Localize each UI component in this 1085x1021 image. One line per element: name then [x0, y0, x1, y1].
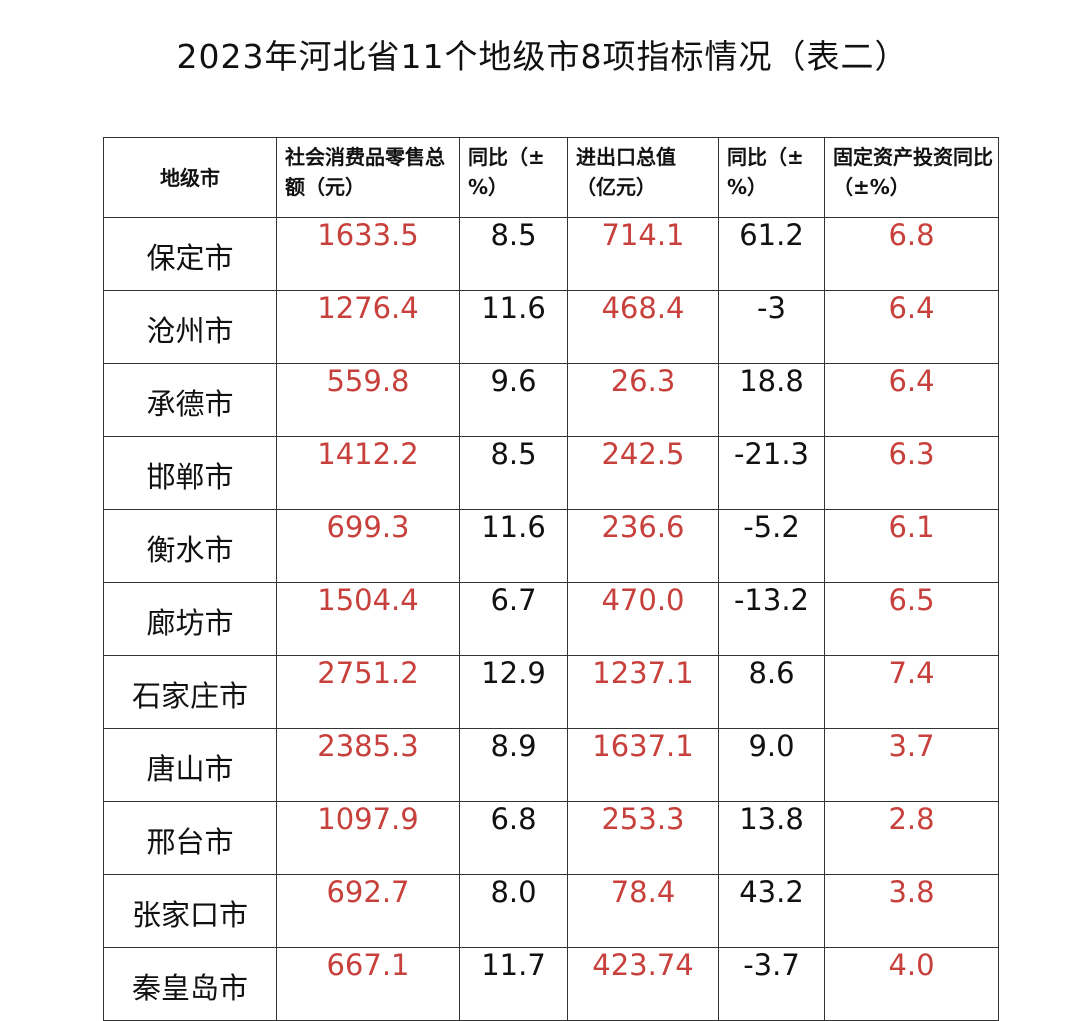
trade-yoy-cell: -3.7 — [718, 947, 825, 1021]
retail-sales-cell: 2385.3 — [276, 728, 460, 802]
header-retail-sales: 社会消费品零售总额（元） — [276, 137, 460, 218]
table-header-row: 地级市 社会消费品零售总额（元） 同比（±%） 进出口总值（亿元） 同比（±%）… — [103, 137, 999, 218]
fixed-investment-yoy-cell: 6.4 — [824, 363, 999, 437]
trade-yoy-cell: -5.2 — [718, 509, 825, 583]
import-export-cell: 253.3 — [567, 801, 719, 875]
header-city: 地级市 — [103, 137, 277, 218]
retail-sales-cell: 1633.5 — [276, 217, 460, 291]
import-export-cell: 78.4 — [567, 874, 719, 948]
retail-sales-cell: 559.8 — [276, 363, 460, 437]
table-row: 张家口市 692.7 8.0 78.4 43.2 3.8 — [103, 874, 999, 948]
retail-sales-cell: 699.3 — [276, 509, 460, 583]
city-name-cell: 秦皇岛市 — [103, 947, 277, 1021]
city-name-cell: 廊坊市 — [103, 582, 277, 656]
retail-sales-cell: 2751.2 — [276, 655, 460, 729]
retail-yoy-cell: 11.7 — [459, 947, 568, 1021]
import-export-cell: 1637.1 — [567, 728, 719, 802]
table-row: 承德市 559.8 9.6 26.3 18.8 6.4 — [103, 363, 999, 437]
retail-yoy-cell: 6.7 — [459, 582, 568, 656]
retail-yoy-cell: 6.8 — [459, 801, 568, 875]
retail-sales-cell: 1097.9 — [276, 801, 460, 875]
table-row: 保定市 1633.5 8.5 714.1 61.2 6.8 — [103, 217, 999, 291]
retail-yoy-cell: 8.9 — [459, 728, 568, 802]
indicator-table: 地级市 社会消费品零售总额（元） 同比（±%） 进出口总值（亿元） 同比（±%）… — [103, 137, 999, 1021]
retail-sales-cell: 1504.4 — [276, 582, 460, 656]
trade-yoy-cell: 43.2 — [718, 874, 825, 948]
import-export-cell: 236.6 — [567, 509, 719, 583]
trade-yoy-cell: 8.6 — [718, 655, 825, 729]
retail-sales-cell: 1412.2 — [276, 436, 460, 510]
import-export-cell: 470.0 — [567, 582, 719, 656]
fixed-investment-yoy-cell: 3.7 — [824, 728, 999, 802]
table-row: 邢台市 1097.9 6.8 253.3 13.8 2.8 — [103, 801, 999, 875]
retail-yoy-cell: 8.5 — [459, 217, 568, 291]
import-export-cell: 1237.1 — [567, 655, 719, 729]
retail-yoy-cell: 8.5 — [459, 436, 568, 510]
retail-yoy-cell: 9.6 — [459, 363, 568, 437]
table-row: 唐山市 2385.3 8.9 1637.1 9.0 3.7 — [103, 728, 999, 802]
city-name-cell: 保定市 — [103, 217, 277, 291]
fixed-investment-yoy-cell: 4.0 — [824, 947, 999, 1021]
city-name-cell: 沧州市 — [103, 290, 277, 364]
import-export-cell: 423.74 — [567, 947, 719, 1021]
table-row: 沧州市 1276.4 11.6 468.4 -3 6.4 — [103, 290, 999, 364]
retail-sales-cell: 1276.4 — [276, 290, 460, 364]
fixed-investment-yoy-cell: 6.1 — [824, 509, 999, 583]
header-fixed-investment-yoy: 固定资产投资同比（±%） — [824, 137, 999, 218]
table-row: 石家庄市 2751.2 12.9 1237.1 8.6 7.4 — [103, 655, 999, 729]
import-export-cell: 468.4 — [567, 290, 719, 364]
trade-yoy-cell: -13.2 — [718, 582, 825, 656]
header-trade-yoy: 同比（±%） — [718, 137, 825, 218]
import-export-cell: 714.1 — [567, 217, 719, 291]
city-name-cell: 唐山市 — [103, 728, 277, 802]
trade-yoy-cell: 61.2 — [718, 217, 825, 291]
fixed-investment-yoy-cell: 6.8 — [824, 217, 999, 291]
fixed-investment-yoy-cell: 3.8 — [824, 874, 999, 948]
table-row: 邯郸市 1412.2 8.5 242.5 -21.3 6.3 — [103, 436, 999, 510]
city-name-cell: 承德市 — [103, 363, 277, 437]
fixed-investment-yoy-cell: 6.5 — [824, 582, 999, 656]
city-name-cell: 衡水市 — [103, 509, 277, 583]
import-export-cell: 242.5 — [567, 436, 719, 510]
trade-yoy-cell: -3 — [718, 290, 825, 364]
retail-yoy-cell: 11.6 — [459, 509, 568, 583]
header-import-export: 进出口总值（亿元） — [567, 137, 719, 218]
city-name-cell: 石家庄市 — [103, 655, 277, 729]
fixed-investment-yoy-cell: 6.4 — [824, 290, 999, 364]
page-title: 2023年河北省11个地级市8项指标情况（表二） — [176, 37, 909, 76]
table-row: 秦皇岛市 667.1 11.7 423.74 -3.7 4.0 — [103, 947, 999, 1021]
fixed-investment-yoy-cell: 7.4 — [824, 655, 999, 729]
retail-sales-cell: 667.1 — [276, 947, 460, 1021]
trade-yoy-cell: 13.8 — [718, 801, 825, 875]
fixed-investment-yoy-cell: 6.3 — [824, 436, 999, 510]
table-row: 衡水市 699.3 11.6 236.6 -5.2 6.1 — [103, 509, 999, 583]
retail-yoy-cell: 8.0 — [459, 874, 568, 948]
table-row: 廊坊市 1504.4 6.7 470.0 -13.2 6.5 — [103, 582, 999, 656]
import-export-cell: 26.3 — [567, 363, 719, 437]
retail-yoy-cell: 11.6 — [459, 290, 568, 364]
header-retail-yoy: 同比（±%） — [459, 137, 568, 218]
trade-yoy-cell: 18.8 — [718, 363, 825, 437]
trade-yoy-cell: 9.0 — [718, 728, 825, 802]
city-name-cell: 邢台市 — [103, 801, 277, 875]
retail-yoy-cell: 12.9 — [459, 655, 568, 729]
city-name-cell: 邯郸市 — [103, 436, 277, 510]
city-name-cell: 张家口市 — [103, 874, 277, 948]
trade-yoy-cell: -21.3 — [718, 436, 825, 510]
fixed-investment-yoy-cell: 2.8 — [824, 801, 999, 875]
retail-sales-cell: 692.7 — [276, 874, 460, 948]
